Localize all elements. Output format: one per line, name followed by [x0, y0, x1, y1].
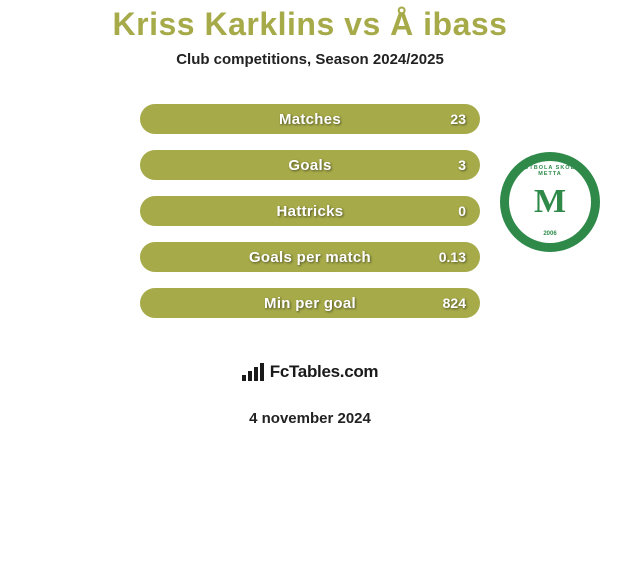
badge-letter: M [534, 183, 566, 221]
bar-chart-icon [242, 363, 264, 381]
stat-bar-min-per-goal: Min per goal 824 [140, 288, 480, 318]
stat-label: Goals [288, 157, 331, 174]
stat-bar-matches: Matches 23 [140, 104, 480, 134]
badge-arc-text: FUTBOLA SKOLA METTA [509, 165, 591, 177]
source-logo[interactable]: FcTables.com [202, 350, 418, 394]
stat-bar-goals-per-match: Goals per match 0.13 [140, 242, 480, 272]
content-row: FUTBOLA SKOLA METTA M 2006 Matches 23 Go… [0, 104, 620, 344]
comparison-card: Kriss Karklins vs Å ibass Club competiti… [0, 0, 620, 580]
stat-label: Min per goal [264, 295, 356, 312]
logo-text: FcTables.com [270, 362, 379, 382]
page-title: Kriss Karklins vs Å ibass [0, 0, 620, 43]
stat-label: Hattricks [277, 203, 344, 220]
stat-bar-goals: Goals 3 [140, 150, 480, 180]
stat-label: Matches [279, 111, 341, 128]
subtitle: Club competitions, Season 2024/2025 [0, 51, 620, 68]
stat-bars: Matches 23 Goals 3 Hattricks 0 Goals per… [140, 104, 480, 334]
stat-value: 0 [458, 203, 466, 219]
stat-value: 23 [450, 111, 466, 127]
stat-bar-hattricks: Hattricks 0 [140, 196, 480, 226]
player-left-club-placeholder [20, 162, 120, 184]
date: 4 november 2024 [0, 410, 620, 427]
stat-value: 824 [443, 295, 466, 311]
badge-year: 2006 [543, 231, 556, 237]
club-badge-inner: FUTBOLA SKOLA METTA M 2006 [509, 161, 591, 243]
stat-value: 0.13 [439, 249, 466, 265]
stat-label: Goals per match [249, 249, 371, 266]
stat-value: 3 [458, 157, 466, 173]
player-left-avatar-placeholder [8, 104, 113, 134]
player-right-avatar-placeholder [500, 104, 600, 134]
club-badge: FUTBOLA SKOLA METTA M 2006 [500, 152, 600, 252]
